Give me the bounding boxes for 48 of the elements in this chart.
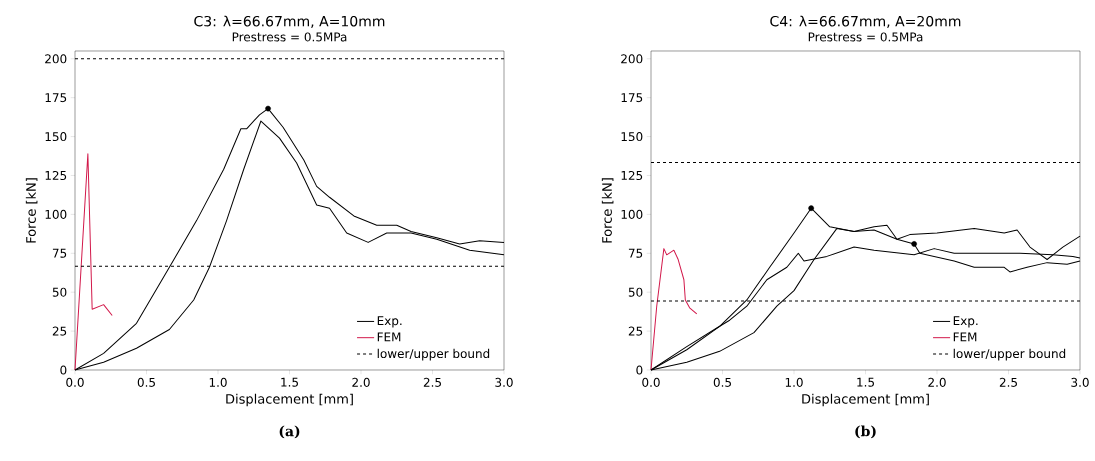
y-tick-label: 125 <box>621 170 643 181</box>
x-tick-label: 0.5 <box>713 377 731 387</box>
y-tick-label: 200 <box>45 54 67 64</box>
chart-title: C4: λ=66.67mm, A=20mm <box>770 15 961 28</box>
x-tick-label: 1.0 <box>209 377 227 387</box>
legend-label: lower/upper bound <box>377 348 490 361</box>
y-tick-label: 75 <box>628 248 643 258</box>
legend-label: FEM <box>377 332 401 342</box>
y-tick-label: 100 <box>621 209 643 219</box>
y-tick-label: 125 <box>45 170 67 181</box>
x-tick-label: 2.0 <box>352 377 370 387</box>
y-tick-label: 50 <box>52 287 67 297</box>
y-tick-label: 200 <box>621 54 643 64</box>
y-axis-title: Force [kN] <box>25 178 38 243</box>
x-tick-label: 0.5 <box>137 377 155 387</box>
y-tick-label: 100 <box>45 209 67 219</box>
x-axis-title: Displacement [mm] <box>226 393 353 407</box>
y-tick-label: 75 <box>52 248 67 258</box>
text: (a) <box>279 425 300 439</box>
text: (b) <box>855 425 876 439</box>
chart-subtitle: Prestress = 0.5MPa <box>808 32 923 42</box>
chart-title: C3: λ=66.67mm, A=10mm <box>194 15 385 28</box>
legend-label: Exp. <box>953 316 978 328</box>
x-tick-label: 3.0 <box>1071 377 1089 387</box>
x-tick-label: 2.5 <box>999 377 1017 387</box>
x-tick-label: 1.5 <box>857 377 874 387</box>
y-tick-label: 25 <box>52 326 67 336</box>
x-tick-label: 1.0 <box>785 377 803 387</box>
x-tick-label: 0.0 <box>66 377 84 387</box>
y-tick-label: 0 <box>636 365 643 375</box>
legend-label: Exp. <box>377 316 402 328</box>
x-tick-label: 2.0 <box>928 377 946 387</box>
legend-label: FEM <box>953 332 977 342</box>
x-axis-title: Displacement [mm] <box>802 393 929 407</box>
y-tick-label: 175 <box>45 93 67 103</box>
legend-label: lower/upper bound <box>953 348 1066 361</box>
y-tick-label: 50 <box>628 287 643 297</box>
x-tick-label: 1.5 <box>281 377 298 387</box>
x-tick-label: 0.0 <box>642 377 660 387</box>
y-tick-label: 150 <box>621 132 643 142</box>
y-tick-label: 175 <box>621 93 643 103</box>
y-axis-title: Force [kN] <box>601 178 614 243</box>
y-tick-label: 150 <box>45 132 67 142</box>
x-tick-label: 2.5 <box>423 377 441 387</box>
y-tick-label: 25 <box>628 326 643 336</box>
x-tick-label: 3.0 <box>495 377 513 387</box>
chart-subtitle: Prestress = 0.5MPa <box>232 32 347 42</box>
y-tick-label: 0 <box>60 365 67 375</box>
